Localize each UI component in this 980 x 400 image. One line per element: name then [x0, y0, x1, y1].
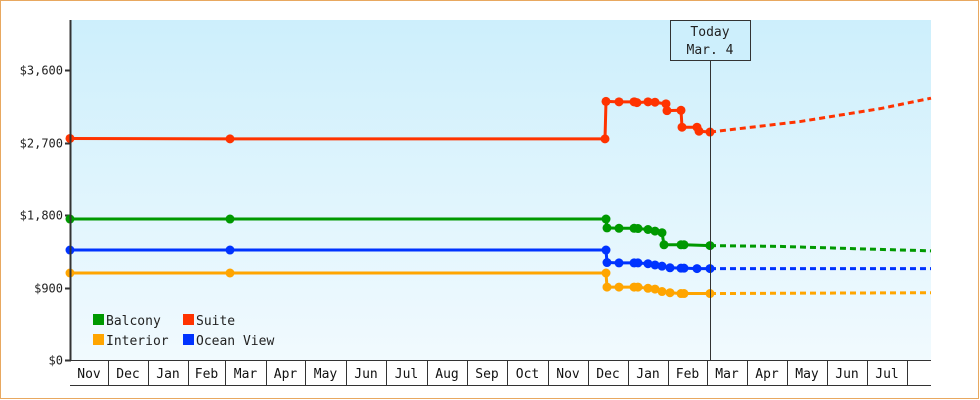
- x-tick-month: Jul: [395, 367, 418, 382]
- data-point[interactable]: [694, 126, 704, 136]
- data-point[interactable]: [692, 264, 702, 274]
- x-tick-month: Jan: [156, 367, 179, 382]
- today-label-box: [670, 20, 751, 61]
- data-point[interactable]: [650, 226, 660, 236]
- data-point[interactable]: [665, 263, 675, 273]
- data-point[interactable]: [643, 283, 653, 293]
- data-point[interactable]: [679, 240, 689, 250]
- plot-area: [71, 20, 931, 360]
- y-tick-label: $900: [34, 282, 63, 296]
- legend-item-ocean-view: Ocean View: [183, 334, 274, 349]
- legend-item-interior: Interior: [93, 334, 169, 349]
- x-tick-month: Jan: [636, 367, 659, 382]
- legend-swatch: [93, 314, 104, 325]
- x-axis-months: Nov Dec Jan Feb Mar Apr May Jun Jul Aug Sep Oct Nov D…: [70, 360, 931, 386]
- data-point[interactable]: [602, 223, 612, 233]
- data-point[interactable]: [633, 258, 643, 268]
- y-tick-label: $3,600: [20, 64, 63, 78]
- x-tick-month: Dec: [116, 367, 139, 382]
- x-tick-month: Jul: [875, 367, 898, 382]
- data-point[interactable]: [659, 240, 669, 250]
- x-tick-month: Jun: [835, 367, 858, 382]
- y-axis: $0 $900 $1,800 $2,700 $3,600: [20, 64, 71, 368]
- data-point[interactable]: [225, 245, 235, 255]
- x-tick-month: Aug: [435, 367, 458, 382]
- data-point[interactable]: [633, 224, 643, 234]
- y-tick-label: $2,700: [20, 137, 63, 151]
- series-balcony: [65, 214, 932, 253]
- data-point[interactable]: [601, 214, 611, 224]
- data-point[interactable]: [643, 225, 653, 234]
- data-point[interactable]: [633, 282, 643, 292]
- data-point[interactable]: [679, 289, 689, 299]
- data-point[interactable]: [679, 263, 689, 273]
- data-point[interactable]: [600, 134, 610, 144]
- legend-item-balcony: Balcony: [93, 314, 161, 329]
- data-point[interactable]: [657, 228, 667, 238]
- data-point[interactable]: [665, 288, 675, 298]
- today-marker: Today Mar. 4: [670, 20, 751, 360]
- data-point[interactable]: [632, 98, 642, 108]
- legend-label: Suite: [196, 314, 235, 329]
- series-lines: [65, 96, 932, 299]
- legend-swatch: [183, 334, 194, 345]
- x-tick-month: Mar: [715, 367, 739, 382]
- data-point[interactable]: [225, 134, 235, 144]
- projection-line: [709, 291, 932, 296]
- legend-item-suite: Suite: [183, 314, 235, 329]
- series-ocean-view: [65, 245, 931, 274]
- data-point[interactable]: [650, 260, 660, 270]
- data-point[interactable]: [677, 122, 687, 132]
- legend-label: Interior: [106, 334, 169, 349]
- x-tick-month: Apr: [755, 367, 779, 382]
- data-point[interactable]: [643, 259, 653, 269]
- x-tick-month: Nov: [77, 367, 101, 382]
- data-point[interactable]: [602, 258, 612, 268]
- data-point[interactable]: [657, 287, 667, 297]
- data-point[interactable]: [225, 214, 235, 224]
- projection-line: [709, 244, 932, 253]
- data-point[interactable]: [602, 282, 612, 292]
- x-tick-month: Apr: [274, 367, 298, 382]
- legend-swatch: [93, 334, 104, 345]
- x-tick-month: May: [314, 367, 338, 382]
- projection-line: [709, 96, 932, 134]
- data-point[interactable]: [614, 258, 624, 268]
- y-tick-label: $0: [49, 354, 63, 368]
- data-point[interactable]: [643, 97, 653, 107]
- x-tick-month: Dec: [596, 367, 619, 382]
- data-point[interactable]: [650, 97, 660, 107]
- legend: Balcony Suite Interior Ocean View: [93, 314, 274, 349]
- x-tick-month: Jun: [354, 367, 377, 382]
- x-tick-month: Feb: [676, 367, 700, 382]
- series-interior: [65, 268, 932, 299]
- data-point[interactable]: [601, 268, 611, 278]
- x-tick-month: Oct: [516, 367, 539, 382]
- y-tick-label: $1,800: [20, 209, 63, 223]
- x-tick-month: May: [795, 367, 819, 382]
- legend-label: Balcony: [106, 314, 161, 329]
- x-tick-month: Feb: [195, 367, 219, 382]
- data-point[interactable]: [225, 268, 235, 278]
- x-tick-month: Sep: [475, 367, 499, 382]
- data-point[interactable]: [614, 97, 624, 107]
- data-point[interactable]: [614, 223, 624, 233]
- today-date: Mar. 4: [687, 43, 734, 58]
- data-point[interactable]: [661, 99, 671, 109]
- data-point[interactable]: [662, 106, 672, 116]
- series-suite: [65, 96, 932, 144]
- legend-swatch: [183, 314, 194, 325]
- x-tick-month: Mar: [234, 367, 258, 382]
- data-point[interactable]: [650, 284, 660, 294]
- x-tick-month: Nov: [556, 367, 580, 382]
- today-label: Today: [690, 25, 729, 40]
- legend-label: Ocean View: [196, 334, 274, 349]
- data-point[interactable]: [657, 261, 667, 271]
- data-point[interactable]: [676, 105, 686, 115]
- data-point[interactable]: [614, 282, 624, 292]
- data-point[interactable]: [601, 245, 611, 255]
- data-point[interactable]: [601, 96, 611, 106]
